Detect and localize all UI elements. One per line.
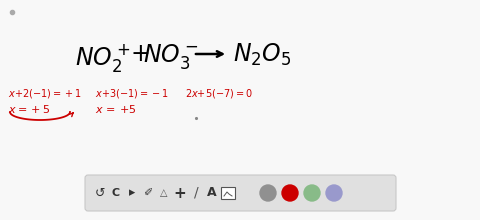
Text: $NO_2^+$: $NO_2^+$ [75, 42, 130, 74]
Text: ✐: ✐ [144, 188, 153, 198]
Text: △: △ [160, 188, 168, 198]
Text: $x{=}+5$: $x{=}+5$ [8, 103, 50, 115]
Text: $x{+}2(-1){=}+1$: $x{+}2(-1){=}+1$ [8, 87, 82, 100]
Circle shape [326, 185, 342, 201]
Text: $x\,{=}\,{+}5$: $x\,{=}\,{+}5$ [95, 103, 136, 115]
Text: C: C [112, 188, 120, 198]
Text: +: + [174, 185, 186, 200]
Text: ▸: ▸ [129, 187, 135, 200]
Text: $2x{+}5(-7){=}0$: $2x{+}5(-7){=}0$ [185, 87, 253, 100]
Text: /: / [194, 186, 198, 200]
FancyBboxPatch shape [85, 175, 396, 211]
Circle shape [304, 185, 320, 201]
Text: $+$: $+$ [130, 42, 149, 66]
Text: $N_2O_5$: $N_2O_5$ [233, 42, 291, 68]
Text: $x{+}3(-1){=}-1$: $x{+}3(-1){=}-1$ [95, 87, 168, 100]
Text: A: A [207, 187, 217, 200]
Text: ↺: ↺ [95, 187, 105, 200]
Circle shape [282, 185, 298, 201]
Text: $NO_3^-$: $NO_3^-$ [143, 42, 198, 71]
Circle shape [260, 185, 276, 201]
FancyBboxPatch shape [221, 187, 235, 199]
